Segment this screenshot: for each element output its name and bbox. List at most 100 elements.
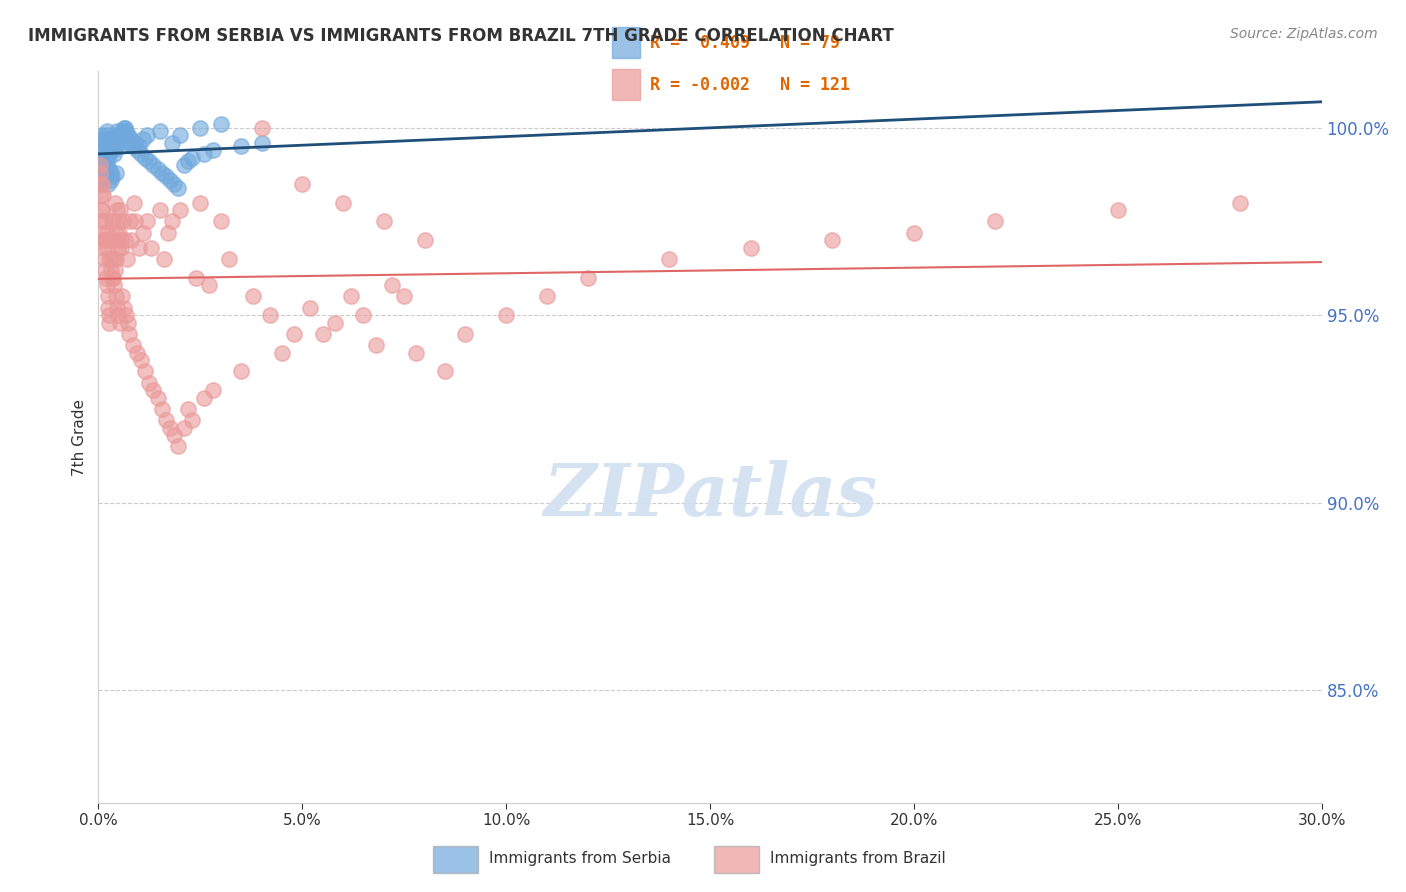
FancyBboxPatch shape [714, 847, 759, 873]
Point [495, 308, 517, 322]
Point [128, 241, 150, 255]
Point [364, 338, 387, 352]
Point [98, 316, 121, 330]
Point [188, 120, 212, 135]
Point [1229, 195, 1251, 210]
Point [97, 289, 120, 303]
Point [89, 177, 111, 191]
Point [156, 226, 179, 240]
Point [91, 188, 114, 202]
Point [658, 252, 681, 266]
Point [94, 233, 117, 247]
Point [105, 203, 128, 218]
Point [96, 158, 118, 172]
Point [413, 233, 436, 247]
Point [94, 252, 117, 266]
Point [160, 136, 183, 150]
Point [352, 308, 374, 322]
Point [114, 120, 136, 135]
FancyBboxPatch shape [433, 847, 478, 873]
Text: R =  0.409   N = 79: R = 0.409 N = 79 [650, 34, 841, 52]
Text: ZIPatlas: ZIPatlas [543, 460, 877, 531]
Point [163, 428, 186, 442]
Point [117, 316, 139, 330]
Point [96, 128, 118, 142]
Point [169, 128, 191, 142]
Point [104, 139, 127, 153]
Point [93, 241, 115, 255]
Point [93, 161, 115, 176]
Point [250, 120, 273, 135]
Point [167, 180, 190, 194]
Point [89, 177, 111, 191]
Point [112, 301, 135, 315]
Point [107, 308, 129, 322]
Point [173, 420, 195, 434]
Point [98, 233, 121, 247]
Point [132, 226, 155, 240]
Point [218, 252, 240, 266]
Point [112, 120, 135, 135]
Point [193, 147, 215, 161]
Point [127, 143, 149, 157]
Point [96, 270, 118, 285]
Point [136, 214, 159, 228]
Point [115, 124, 138, 138]
Point [120, 132, 142, 146]
Point [129, 147, 152, 161]
Point [1107, 203, 1129, 218]
Point [129, 353, 152, 368]
Point [110, 233, 132, 247]
Point [115, 128, 138, 142]
Point [124, 214, 146, 228]
Point [107, 136, 129, 150]
Point [103, 278, 125, 293]
Point [283, 326, 305, 341]
Point [173, 158, 195, 172]
Point [100, 173, 122, 187]
FancyBboxPatch shape [612, 69, 640, 100]
Point [93, 233, 115, 247]
Point [91, 132, 114, 146]
Point [405, 345, 427, 359]
Point [96, 169, 118, 184]
Point [108, 128, 131, 142]
Point [98, 308, 121, 322]
Point [111, 124, 134, 138]
Point [90, 188, 112, 202]
Point [821, 233, 844, 247]
Point [98, 132, 121, 146]
Point [108, 316, 131, 330]
Point [193, 391, 215, 405]
Point [142, 158, 165, 172]
Point [152, 252, 174, 266]
Point [576, 270, 599, 285]
Point [299, 301, 322, 315]
Point [181, 413, 204, 427]
Point [90, 161, 112, 176]
Text: IMMIGRANTS FROM SERBIA VS IMMIGRANTS FROM BRAZIL 7TH GRADE CORRELATION CHART: IMMIGRANTS FROM SERBIA VS IMMIGRANTS FRO… [28, 27, 894, 45]
Point [91, 136, 114, 150]
Point [89, 166, 111, 180]
Point [115, 252, 138, 266]
Point [90, 203, 112, 218]
Point [101, 270, 124, 285]
Point [110, 139, 132, 153]
Y-axis label: 7th Grade: 7th Grade [72, 399, 87, 475]
Point [167, 440, 190, 454]
Point [91, 226, 114, 240]
Point [91, 203, 114, 218]
Point [186, 270, 208, 285]
Point [155, 413, 177, 427]
FancyBboxPatch shape [612, 27, 640, 58]
Point [108, 128, 131, 142]
Point [111, 214, 134, 228]
Point [231, 364, 253, 378]
Point [101, 136, 124, 150]
Point [97, 252, 120, 266]
Point [89, 158, 111, 172]
Text: Immigrants from Brazil: Immigrants from Brazil [770, 851, 946, 866]
Text: Immigrants from Serbia: Immigrants from Serbia [489, 851, 671, 866]
Point [91, 151, 114, 165]
Point [104, 195, 127, 210]
